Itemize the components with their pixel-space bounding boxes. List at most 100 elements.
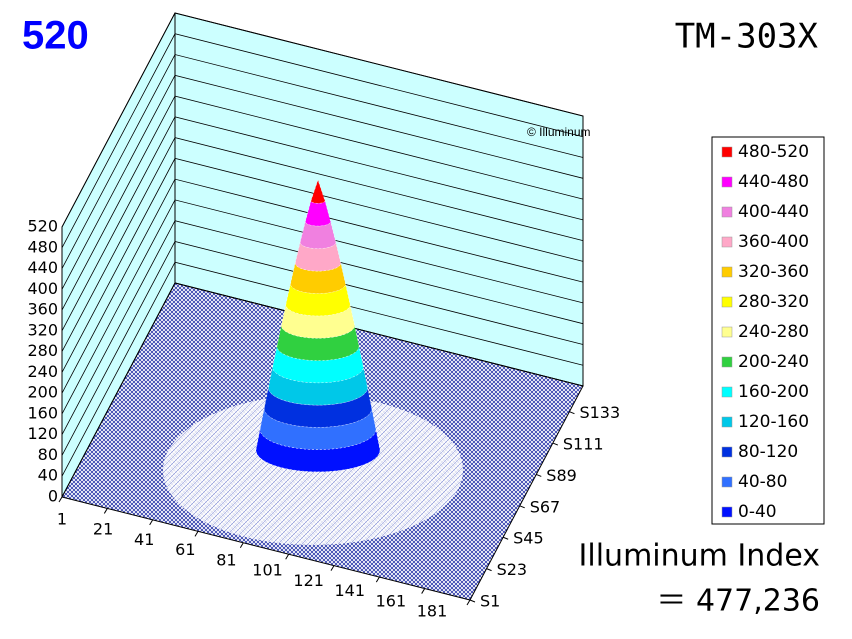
z-tick-label: 160 bbox=[27, 403, 58, 422]
legend-swatch bbox=[721, 416, 733, 428]
surface-band bbox=[310, 179, 326, 204]
y-tick-label: S23 bbox=[497, 560, 528, 579]
x-tick bbox=[103, 508, 108, 514]
y-tick-label: S67 bbox=[530, 497, 561, 516]
legend-label: 280-320 bbox=[738, 292, 809, 312]
labels: 0408012016020024028032036040044048052012… bbox=[27, 217, 620, 621]
chart-title: TM-303X bbox=[675, 17, 819, 57]
legend-label: 120-160 bbox=[738, 412, 809, 432]
z-tick-label: 120 bbox=[27, 424, 58, 443]
surface-band bbox=[259, 408, 377, 450]
walls bbox=[61, 12, 584, 601]
z-tick-label: 400 bbox=[27, 279, 58, 298]
legend-swatch bbox=[721, 236, 733, 248]
legend-swatch bbox=[721, 356, 733, 368]
legend-swatch bbox=[721, 146, 733, 158]
surface bbox=[255, 179, 381, 472]
legend-label: 80-120 bbox=[738, 442, 798, 462]
x-tick bbox=[149, 519, 154, 526]
legend-label: 320-360 bbox=[738, 262, 809, 282]
grid-line bbox=[61, 12, 584, 228]
x-tick bbox=[330, 565, 335, 571]
surface-band bbox=[299, 221, 337, 249]
x-tick-label: 141 bbox=[335, 581, 366, 600]
grid-line bbox=[61, 261, 584, 477]
legend-swatch bbox=[721, 476, 733, 488]
grid-line bbox=[61, 220, 584, 435]
grid-line bbox=[61, 199, 584, 415]
grid-line bbox=[61, 95, 584, 311]
x-tick-label: 21 bbox=[93, 520, 113, 539]
grid-line bbox=[61, 116, 584, 332]
surface-band bbox=[272, 346, 364, 384]
z-tick-label: 80 bbox=[38, 445, 58, 464]
y-tick bbox=[486, 568, 492, 572]
y-tick-label: S45 bbox=[513, 529, 544, 548]
y-tick bbox=[469, 599, 476, 603]
x-tick bbox=[285, 553, 290, 560]
z-tick-label: 320 bbox=[27, 320, 58, 339]
watermark: © Illuminum bbox=[527, 125, 591, 139]
legend-label: 200-240 bbox=[738, 352, 809, 372]
legend-swatch bbox=[721, 266, 733, 278]
y-tick bbox=[502, 536, 509, 540]
y-tick-label: S89 bbox=[546, 466, 577, 485]
x-tick-label: 41 bbox=[134, 530, 154, 549]
grid-line bbox=[61, 74, 584, 290]
surface-band bbox=[295, 242, 341, 272]
max-value: 520 bbox=[22, 14, 89, 58]
x-tick bbox=[375, 576, 380, 583]
surface-band bbox=[281, 304, 355, 339]
z-tick-label: 240 bbox=[27, 362, 58, 381]
legend-label: 0-40 bbox=[738, 502, 777, 522]
legend-label: 240-280 bbox=[738, 322, 809, 342]
y-tick bbox=[536, 473, 542, 477]
legend-label: 400-440 bbox=[738, 202, 809, 222]
y-tick bbox=[569, 411, 575, 415]
x-tick-label: 61 bbox=[175, 540, 195, 559]
x-tick bbox=[58, 496, 63, 503]
index-value: ＝ 477,236 bbox=[656, 584, 820, 619]
grid-line bbox=[61, 157, 584, 373]
legend-label: 40-80 bbox=[738, 472, 787, 492]
y-tick-label: S1 bbox=[480, 592, 500, 611]
legend-swatch bbox=[721, 206, 733, 218]
grid-line bbox=[61, 178, 584, 394]
grid-line bbox=[61, 240, 584, 456]
z-tick-label: 360 bbox=[27, 300, 58, 319]
index-title: Illuminum Index bbox=[579, 539, 820, 574]
x-tick-label: 161 bbox=[376, 591, 407, 610]
grid-line bbox=[61, 282, 584, 498]
x-tick-label: 101 bbox=[252, 561, 283, 580]
legend-label: 440-480 bbox=[738, 172, 809, 192]
x-tick-label: 121 bbox=[293, 571, 324, 590]
x-tick-label: 181 bbox=[417, 602, 448, 621]
z-tick-label: 480 bbox=[27, 237, 58, 256]
grid-line bbox=[61, 137, 584, 352]
x-tick bbox=[194, 531, 199, 537]
x-tick bbox=[239, 542, 244, 549]
z-tick-label: 280 bbox=[27, 341, 58, 360]
legend-swatch bbox=[721, 506, 733, 518]
z-tick-label: 200 bbox=[27, 383, 58, 402]
legend-swatch bbox=[721, 326, 733, 338]
x-tick bbox=[466, 599, 471, 606]
y-tick-label: S111 bbox=[563, 435, 604, 454]
legend-swatch bbox=[721, 296, 733, 308]
legend-label: 480-520 bbox=[738, 142, 809, 162]
y-tick bbox=[552, 442, 559, 446]
z-tick-label: 0 bbox=[48, 487, 58, 506]
y-tick bbox=[519, 505, 525, 509]
grid-line bbox=[61, 33, 584, 248]
y-tick-label: S133 bbox=[579, 403, 620, 422]
z-tick-label: 440 bbox=[27, 258, 58, 277]
legend-swatch bbox=[721, 386, 733, 398]
legend-label: 160-200 bbox=[738, 382, 809, 402]
x-tick-label: 81 bbox=[216, 550, 236, 569]
z-tick-label: 520 bbox=[27, 217, 58, 236]
z-tick-label: 40 bbox=[38, 466, 58, 485]
grid-line bbox=[61, 54, 584, 269]
x-tick bbox=[421, 588, 426, 594]
legend-swatch bbox=[721, 176, 733, 188]
